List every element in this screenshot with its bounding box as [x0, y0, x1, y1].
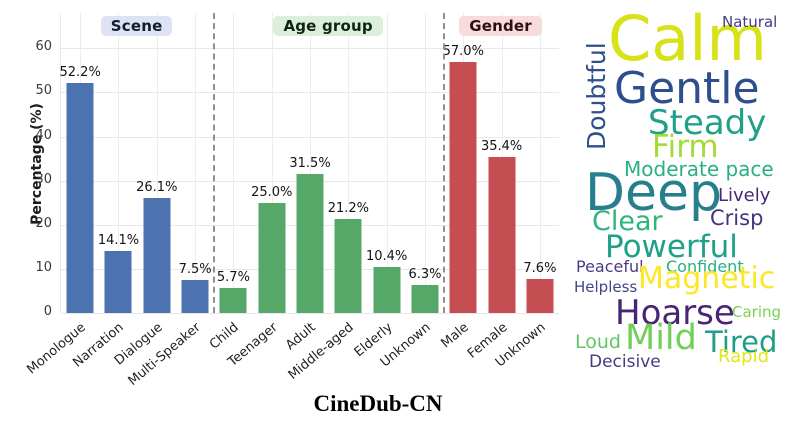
chart-title: CineDub-CN	[313, 391, 443, 416]
y-tick-label: 0	[43, 304, 52, 319]
bar-value-label: 7.5%	[178, 261, 212, 277]
bar-child	[219, 287, 247, 313]
bar-male	[449, 61, 477, 313]
bar-elderly	[373, 267, 401, 313]
wordcloud-word-rapid: Rapid	[718, 346, 769, 367]
bar-slot: 31.5%	[289, 13, 331, 313]
word-cloud: Calm Natural Doubtful Gentle Steady Firm Moder…	[555, 0, 800, 441]
bar-female	[488, 156, 516, 313]
gridline-x	[539, 13, 541, 313]
bar-value-label: 14.1%	[97, 232, 140, 248]
y-tick-label: 20	[35, 215, 52, 231]
gridline-x	[424, 13, 426, 313]
wordcloud-word-tired: Tired	[705, 325, 778, 359]
y-tick-label: 50	[35, 83, 52, 99]
y-tick-label: 30	[35, 171, 52, 187]
bar-slot: 57.0%	[442, 13, 484, 313]
wordcloud-word-decisive: Decisive	[589, 352, 661, 372]
bar-slot: 10.4%	[366, 13, 408, 313]
wordcloud-word-lively: Lively	[718, 185, 771, 206]
wordcloud-word-confident: Confident	[666, 257, 744, 276]
bar-slot: 6.3%	[406, 13, 444, 313]
gridline-x	[195, 13, 197, 313]
wordcloud-word-steady: Steady	[648, 103, 767, 143]
wordcloud-word-mild: Mild	[625, 318, 697, 358]
bar-unknown	[526, 279, 554, 313]
bar-slot: 52.2%	[59, 13, 101, 313]
y-tick-label: 40	[35, 127, 52, 143]
plot-area: 52.2% 14.1% 26.1% 7.5% 5.7% 25.0% 31.5% 21.2% 10…	[59, 13, 559, 314]
bar-middle-aged	[334, 219, 362, 313]
bar-slot: 14.1%	[97, 13, 140, 313]
bar-value-label: 52.2%	[59, 64, 101, 80]
bar-value-label: 35.4%	[480, 138, 523, 154]
y-tick-label: 10	[35, 259, 52, 275]
wordcloud-word-doubtful: Doubtful	[582, 42, 611, 150]
gridline-x	[386, 13, 388, 313]
wordcloud-word-clear: Clear	[592, 206, 663, 237]
group-header-pill: Gender	[459, 16, 542, 36]
bar-adult	[296, 174, 324, 313]
wordcloud-word-moderate-pace: Moderate pace	[624, 157, 774, 181]
bar-unknown	[411, 285, 439, 313]
bar-value-label: 10.4%	[366, 249, 408, 265]
bar-value-label: 25.0%	[251, 184, 293, 200]
bar-value-label: 26.1%	[136, 179, 178, 195]
wordcloud-word-deep: Deep	[585, 163, 723, 223]
wordcloud-word-loud: Loud	[575, 331, 621, 353]
bar-slot: 21.2%	[327, 13, 369, 313]
group-separator	[443, 13, 446, 313]
gridline-x	[348, 13, 350, 313]
wordcloud-word-helpless: Helpless	[574, 278, 638, 296]
y-tick-label: 60	[35, 39, 52, 55]
wordcloud-word-crisp: Crisp	[710, 206, 764, 230]
gridline-y	[61, 313, 559, 314]
gridline-x	[271, 13, 273, 313]
bar-slot: 7.6%	[521, 13, 559, 313]
bar-slot: 5.7%	[214, 13, 252, 313]
bar-value-label: 6.3%	[408, 267, 442, 283]
group-header-scene: Scene	[57, 16, 217, 36]
bar-chart: Percentage (%) 52.2% 14.1% 26.1% 7.5% 5.7% 25…	[24, 13, 559, 389]
group-separator	[213, 13, 216, 313]
wordcloud-word-firm: Firm	[652, 129, 719, 165]
bar-row: 52.2% 14.1% 26.1% 7.5% 5.7% 25.0% 31.5% 21.2% 10…	[59, 13, 559, 313]
group-header-pill: Age group	[273, 16, 383, 36]
bar-slot: 25.0%	[251, 13, 293, 313]
bar-monologue	[66, 82, 94, 313]
bar-slot: 7.5%	[176, 13, 214, 313]
wordcloud-word-caring: Caring	[732, 303, 782, 321]
group-header-age-group: Age group	[248, 16, 408, 36]
wordcloud-word-natural: Natural	[722, 13, 778, 31]
bar-slot: 35.4%	[480, 13, 523, 313]
wordcloud-word-calm: Calm	[608, 2, 767, 75]
gridline-x	[118, 13, 120, 313]
gridline-x	[156, 13, 158, 313]
wordcloud-word-hoarse: Hoarse	[615, 293, 735, 333]
bar-dialogue	[143, 197, 171, 313]
group-header-gender: Gender	[421, 16, 581, 36]
bar-slot: 26.1%	[136, 13, 178, 313]
bar-value-label: 5.7%	[216, 269, 250, 285]
bar-value-label: 21.2%	[327, 201, 369, 217]
wordcloud-word-gentle: Gentle	[614, 63, 760, 114]
bar-value-label: 57.0%	[442, 43, 484, 59]
bar-value-label: 31.5%	[289, 156, 331, 172]
bar-narration	[104, 250, 132, 313]
bar-teenager	[258, 202, 286, 313]
bar-value-label: 7.6%	[523, 261, 557, 277]
bar-multi-speaker	[181, 279, 209, 313]
gridline-x	[310, 13, 311, 313]
gridline-x	[233, 13, 235, 313]
wordcloud-word-peaceful: Peaceful	[576, 257, 644, 276]
wordcloud-word-powerful: Powerful	[605, 229, 738, 265]
group-header-pill: Scene	[100, 16, 173, 36]
wordcloud-word-magnetic: Magnetic	[638, 261, 776, 296]
